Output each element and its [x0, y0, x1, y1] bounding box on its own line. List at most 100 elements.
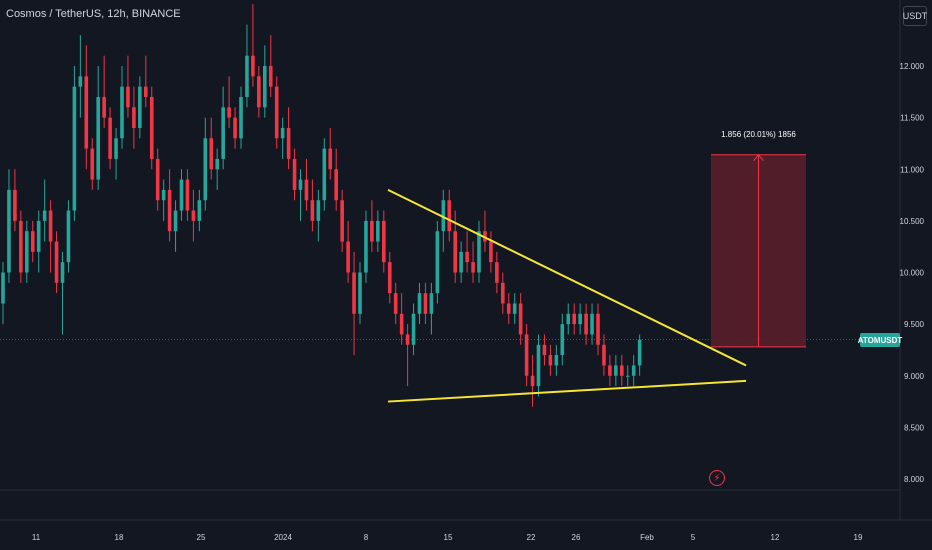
candle-body	[19, 220, 23, 273]
lightning-bolt-icon[interactable]: ⚡	[709, 470, 725, 486]
candle-body	[72, 86, 77, 211]
candle-body	[48, 210, 53, 242]
candle-body	[548, 355, 553, 366]
candle-body	[203, 138, 208, 201]
chart-title: Cosmos / TetherUS, 12h, BINANCE	[6, 8, 181, 20]
candle-body	[227, 107, 231, 118]
candle-body	[608, 365, 612, 376]
candle-body	[346, 241, 350, 273]
candle-body	[221, 107, 225, 159]
candle-body	[286, 127, 291, 159]
candle-body	[197, 200, 202, 221]
support-trendline	[387, 379, 747, 403]
candle-body	[578, 313, 582, 325]
candle-body	[310, 200, 315, 221]
time-tick-label: 11	[32, 533, 41, 542]
candle-body	[138, 86, 142, 128]
price-tick-label: 11.000	[900, 165, 924, 174]
candle-body	[370, 220, 374, 242]
candle-body	[501, 282, 505, 304]
candle-body	[132, 107, 136, 128]
candle-body	[411, 313, 416, 345]
candle-body	[316, 200, 321, 221]
candle-body	[185, 179, 190, 211]
candle-body	[602, 344, 606, 366]
candle-body	[620, 365, 624, 376]
candle-body	[149, 96, 154, 159]
time-axis[interactable]: 11 18 25 2024 8 15 22 26 Feb 5 12 19	[32, 533, 863, 542]
candle-body	[251, 55, 255, 77]
candle-body	[596, 313, 600, 345]
candle-body	[191, 210, 196, 221]
candle-body	[352, 272, 356, 314]
candle-body	[393, 293, 398, 314]
candle-body	[298, 179, 303, 190]
candle-body	[245, 55, 249, 97]
candle-body	[322, 148, 327, 201]
candle-body	[179, 179, 184, 211]
price-tick-label: 8.000	[904, 475, 925, 484]
time-tick-label: 25	[197, 533, 206, 542]
candle-body	[102, 96, 106, 118]
candle-body	[560, 324, 565, 356]
candle-body	[120, 86, 124, 139]
candle-body	[631, 365, 636, 376]
candle-body	[441, 200, 446, 232]
time-tick-label: 8	[364, 533, 369, 542]
candle-body	[126, 86, 130, 108]
candle-body	[530, 375, 535, 387]
candle-body	[84, 76, 89, 149]
candle-body	[96, 96, 100, 180]
candle-body	[54, 241, 59, 283]
candle-body	[435, 231, 440, 294]
candle-body	[1, 272, 5, 304]
candle-body	[566, 313, 571, 325]
candle-body	[399, 313, 404, 335]
candle-body	[144, 86, 148, 97]
candle-body	[429, 293, 434, 314]
currency-button[interactable]: USDT	[903, 6, 927, 26]
price-axis[interactable]: 12.000 11.500 11.000 10.500 10.000 9.500 9.000…	[900, 62, 925, 484]
price-tick-label: 12.000	[900, 62, 925, 71]
time-tick-label: 2024	[274, 533, 292, 542]
candle-body	[30, 231, 35, 252]
candle-body	[78, 76, 83, 87]
price-tick-label: 11.500	[900, 114, 924, 123]
candle-body	[358, 272, 362, 314]
candle-body	[340, 200, 344, 242]
candle-body	[614, 365, 618, 376]
candle-body	[280, 127, 285, 139]
candle-body	[114, 138, 118, 159]
candle-body	[625, 375, 630, 377]
time-tick-label: Feb	[640, 533, 654, 542]
time-tick-label: 22	[527, 533, 536, 542]
candle-body	[161, 189, 166, 201]
candle-body	[268, 66, 273, 87]
candle-body	[376, 220, 380, 242]
candle-body	[465, 251, 469, 263]
candle-body	[173, 210, 178, 232]
candle-body	[13, 189, 17, 221]
price-tick-label: 8.500	[904, 423, 925, 432]
candle-body	[489, 241, 493, 263]
candle-body	[554, 355, 559, 366]
time-tick-label: 26	[572, 533, 581, 542]
measure-label: 1.856 (20.01%) 1856	[721, 130, 796, 139]
candle-body	[108, 117, 112, 159]
candle-body	[453, 231, 457, 273]
candle-body	[25, 231, 29, 273]
candle-body	[417, 293, 422, 314]
candle-body	[274, 86, 279, 139]
projection-box[interactable]: 1.856 (20.01%) 1856	[711, 130, 806, 348]
last-price-label: ATOMUSDT	[858, 333, 902, 347]
candle-body	[90, 148, 95, 180]
candle-body	[459, 251, 463, 273]
time-tick-label: 18	[115, 533, 124, 542]
candle-body	[590, 313, 594, 335]
candle-body	[215, 158, 219, 170]
candle-body	[477, 231, 481, 273]
candle-body	[364, 220, 368, 273]
candle-body	[512, 303, 517, 314]
measure-arrow-head	[753, 154, 764, 162]
